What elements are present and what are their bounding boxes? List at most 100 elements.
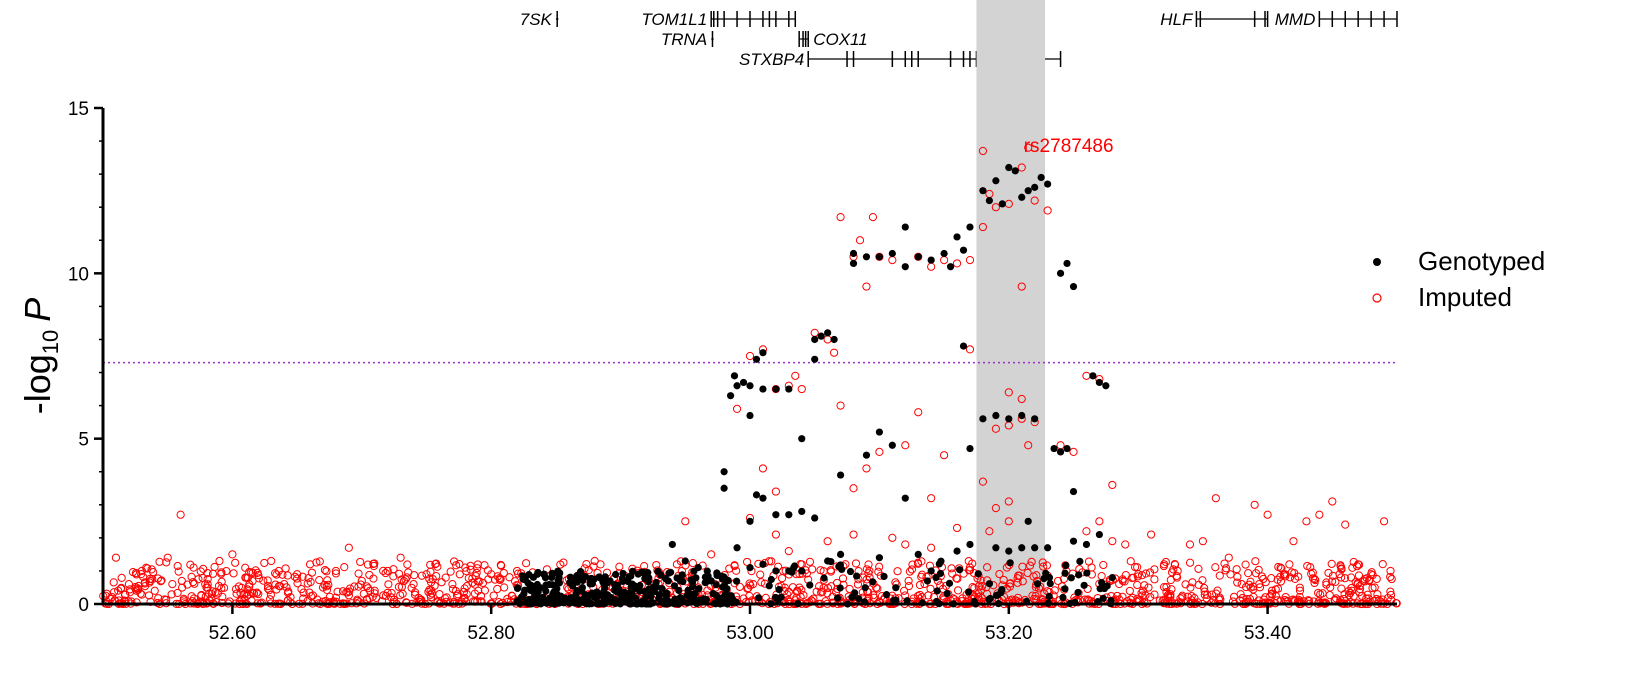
imputed-point [1018,562,1027,571]
genotyped-point [720,468,728,476]
imputed-point [913,591,923,601]
imputed-point [777,574,787,583]
genotyped-point [901,223,909,231]
genotyped-point [875,253,884,261]
imputed-point [132,598,141,607]
imputed-point [838,574,848,583]
genotyped-point [974,570,982,578]
genotyped-point [914,253,922,261]
imputed-point [298,572,307,581]
genotyped-point [953,547,961,555]
imputed-point [253,568,262,577]
genotyped-point [572,590,580,598]
imputed-point [284,587,293,596]
imputed-point [873,584,882,593]
genotyped-point [1069,537,1078,545]
imputed-point [208,569,218,578]
imputed-point [735,582,744,591]
imputed-point [267,556,276,566]
imputed-point [396,553,405,562]
genotyped-point [566,579,574,587]
imputed-point [1125,586,1134,596]
imputed-point [851,559,861,568]
imputed-point [177,576,186,586]
genotyped-point [719,583,727,591]
imputed-point [1244,569,1253,578]
imputed-point [448,585,458,594]
imputed-point [1141,569,1151,578]
imputed-point [452,561,461,570]
genotyped-point [709,589,717,598]
imputed-point [1167,585,1176,594]
genotyped-point [1069,282,1078,291]
genotyped-point [1063,444,1071,453]
imputed-point [137,570,146,579]
imputed-point [1267,586,1277,595]
imputed-point [322,585,332,595]
imputed-point [582,559,591,569]
imputed-point [304,574,313,583]
imputed-point [368,592,377,601]
imputed-point [978,477,988,486]
imputed-point [338,587,348,596]
imputed-point [180,598,189,607]
genotyped-point [687,576,695,584]
imputed-point [344,543,353,552]
imputed-point [1379,517,1389,526]
genotyped-point [554,595,562,604]
genotyped-point [1046,579,1054,588]
genotyped-point [935,560,943,568]
imputed-point [271,580,280,589]
imputed-point [991,424,1000,433]
imputed-point [107,592,117,602]
imputed-point [1337,573,1346,582]
imputed-point [1273,584,1283,593]
genotyped-point [618,596,626,605]
imputed-point [830,348,839,357]
genotyped-point [752,491,761,499]
imputed-point [305,560,315,569]
imputed-point [1185,558,1195,567]
genotyped-point [882,591,891,599]
imputed-point [914,559,923,568]
imputed-point [1159,583,1169,592]
imputed-point [199,564,208,573]
genotyped-point [1031,415,1039,423]
imputed-point [1349,557,1358,567]
genotyped-point [1018,411,1026,420]
genotyped-point [752,355,761,363]
imputed-point [297,584,306,594]
genotyped-point [640,587,649,596]
genotyped-point [1102,382,1110,390]
imputed-point [435,589,444,599]
imputed-point [189,578,198,587]
genotyped-point [1018,544,1026,552]
imputed-point [490,575,500,584]
genotyped-point [707,577,715,585]
imputed-point [1137,571,1147,580]
imputed-point [462,589,471,599]
genotyped-point [552,590,560,598]
imputed-point [1326,583,1335,592]
imputed-point [1368,583,1377,593]
genotyped-point [785,385,793,393]
genotyped-point [824,329,832,337]
imputed-point [991,203,1000,212]
imputed-point [176,510,185,519]
genotyped-point [1061,585,1069,593]
genotyped-point [830,335,838,344]
imputed-point [399,576,409,586]
imputed-point [1355,585,1365,594]
imputed-point [1211,494,1220,503]
genotyped-point [1005,415,1013,423]
imputed-point [1281,592,1290,602]
imputed-point [222,566,231,576]
genotyped-point [1098,579,1106,587]
genotyped-point [1018,193,1026,201]
imputed-point [864,593,873,602]
imputed-point [1194,580,1203,590]
imputed-point [214,581,224,591]
genotyped-point [772,567,780,575]
